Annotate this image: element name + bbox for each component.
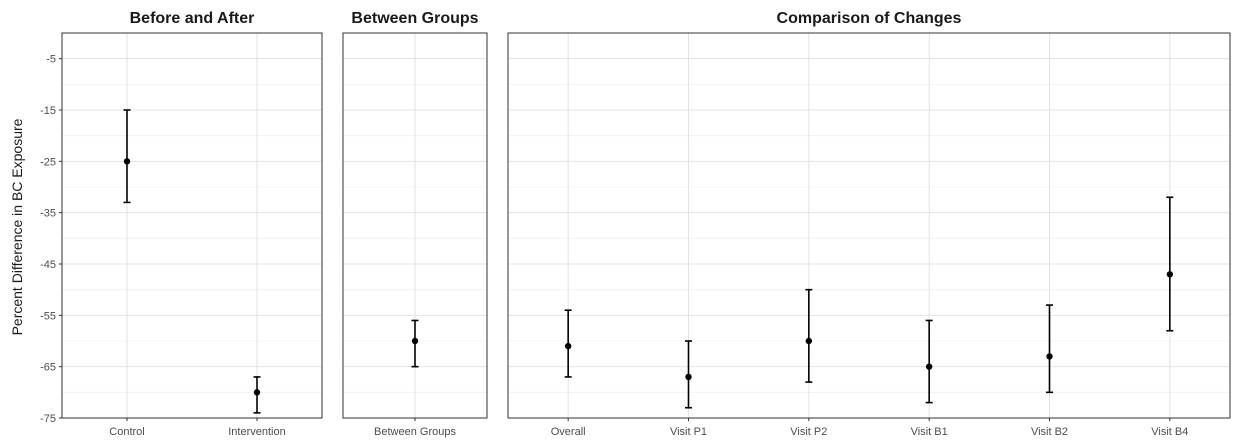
- estimate-point: [123, 158, 131, 165]
- x-tick-label: Visit B2: [1031, 426, 1068, 438]
- panel-title: Between Groups: [351, 10, 478, 27]
- y-tick-label: -25: [40, 156, 56, 168]
- y-tick-label: -55: [40, 310, 56, 322]
- y-axis-title: Percent Difference in BC Exposure: [9, 118, 25, 335]
- estimate-point: [1166, 271, 1174, 278]
- panel-1: Between Groups Between Groups: [342, 10, 488, 438]
- estimate-point: [411, 337, 419, 345]
- panel-0: Before and After Control Intervention: [61, 10, 323, 438]
- x-tick-label: Visit P1: [670, 426, 707, 438]
- estimate-point: [564, 342, 572, 350]
- panel-background: [508, 33, 1230, 418]
- panel-2: Comparison of Changes Overall Visit P1 Visi…: [507, 10, 1231, 438]
- x-tick-label: Overall: [551, 426, 586, 438]
- x-tick-label: Between Groups: [374, 426, 456, 438]
- y-tick-label: -35: [40, 208, 56, 220]
- estimate-point: [685, 373, 692, 381]
- x-tick-label: Visit B1: [911, 426, 948, 438]
- y-tick-label: -45: [40, 259, 56, 271]
- x-tick-label: Visit B4: [1151, 426, 1188, 438]
- y-tick-label: -15: [40, 105, 56, 117]
- y-tick-label: -5: [46, 54, 56, 66]
- panel-background: [62, 33, 322, 418]
- y-tick-label: -75: [40, 413, 56, 425]
- estimate-point: [1046, 353, 1053, 360]
- x-tick-label: Control: [109, 426, 144, 438]
- panel-title: Before and After: [130, 10, 255, 27]
- panels-group: -5 -15 -25 -35 -45 -55 -65 -75 Before and After C…: [40, 10, 1231, 438]
- estimate-point: [253, 389, 261, 396]
- panel-border: [507, 32, 1231, 419]
- x-tick-label: Visit P2: [790, 426, 827, 438]
- x-tick-label: Intervention: [228, 426, 285, 438]
- panel-title: Comparison of Changes: [777, 10, 962, 27]
- estimate-point: [925, 363, 933, 370]
- y-tick-label: -65: [40, 362, 56, 374]
- estimate-point: [805, 337, 813, 345]
- panel-border: [61, 32, 323, 419]
